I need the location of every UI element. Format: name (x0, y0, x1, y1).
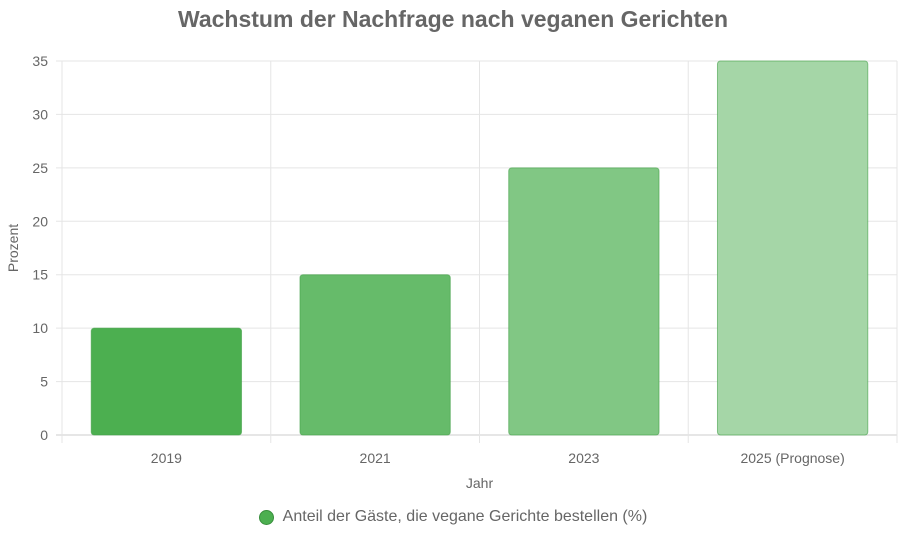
y-axis-title: Prozent (5, 224, 21, 272)
y-tick-label: 30 (32, 106, 48, 122)
x-tick-label: 2023 (568, 450, 599, 466)
legend[interactable]: Anteil der Gäste, die vegane Gerichte be… (0, 508, 899, 526)
y-tick-label: 35 (32, 53, 48, 69)
y-tick-label: 10 (32, 320, 48, 336)
legend-label: Anteil der Gäste, die vegane Gerichte be… (282, 508, 648, 525)
y-tick-label: 25 (32, 160, 48, 176)
x-tick-label: 2021 (360, 450, 391, 466)
bar (716, 60, 869, 436)
y-tick-label: 15 (32, 267, 48, 283)
legend-swatch (258, 509, 274, 525)
x-tick-label: 2025 (Prognose) (740, 450, 844, 466)
bar (508, 167, 660, 436)
x-tick-label: 2019 (151, 450, 182, 466)
y-tick-label: 20 (32, 213, 48, 229)
chart-title: Wachstum der Nachfrage nach veganen Geri… (177, 6, 729, 32)
x-axis-title: Jahr (466, 475, 494, 491)
y-tick-label: 0 (40, 427, 48, 443)
bar (90, 327, 243, 436)
y-tick-label: 5 (40, 374, 48, 390)
bar (299, 274, 451, 436)
